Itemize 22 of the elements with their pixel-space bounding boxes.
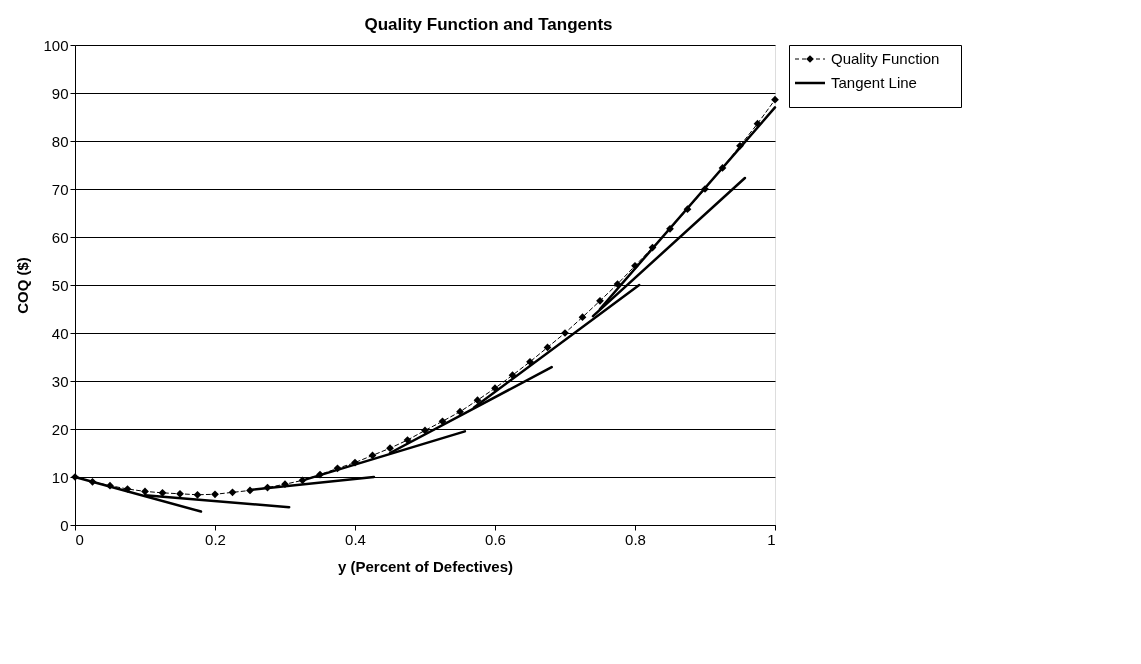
y-tick-label: 30 [51, 372, 69, 390]
y-tick-label: 50 [51, 276, 69, 294]
x-tick-label: 0.4 [345, 530, 366, 548]
x-tick-label: 0.2 [205, 530, 226, 548]
y-tick-label: 40 [51, 324, 69, 342]
chart-title: Quality Function and Tangents [364, 14, 613, 34]
legend-label: Tangent Line [831, 74, 917, 91]
x-tick-label: 1 [767, 530, 776, 548]
y-tick-label: 80 [51, 132, 69, 150]
x-tick-label: 0.6 [485, 530, 506, 548]
y-tick-label: 10 [51, 468, 69, 486]
y-tick-label: 70 [51, 180, 69, 198]
x-tick-label: 0.8 [625, 530, 646, 548]
legend-label: Quality Function [831, 50, 940, 67]
y-axis-title: COQ ($) [14, 257, 32, 314]
x-axis-title: y (Percent of Defectives) [337, 557, 514, 575]
y-tick-label: 90 [51, 84, 69, 102]
x-tick-label: 0 [75, 530, 84, 548]
y-tick-label: 0 [60, 516, 69, 534]
y-tick-label: 60 [51, 228, 69, 246]
y-tick-label: 100 [43, 36, 69, 54]
y-tick-label: 20 [51, 420, 69, 438]
